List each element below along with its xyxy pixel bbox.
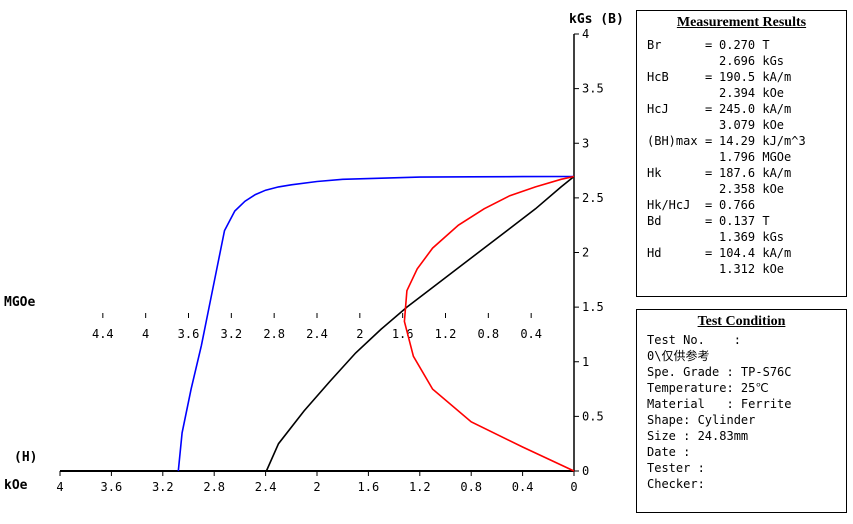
h-axis-tick-label: 1.2 [409, 480, 431, 494]
h-axis-symbol-label: (H) [14, 450, 37, 465]
curve-series-1 [177, 175, 575, 472]
mgoe-axis-tick-label: 0.8 [477, 327, 499, 341]
mgoe-axis-tick-label: 4.4 [92, 327, 114, 341]
result-value-primary: 245.0 kA/m [719, 102, 792, 116]
condition-row: Tester : [647, 461, 705, 475]
mgoe-axis-tick-label: 2 [356, 327, 363, 341]
b-axis-tick-label: 0.5 [582, 409, 604, 423]
ticks-group: 0 0.5 1 1.5 2 2.5 3 3.5 4 4 3.6 3.2 2.8 2.4 2 1.6 1.2 0.8… [56, 27, 603, 494]
result-value-secondary: 2.696 kGs [719, 54, 785, 68]
result-equals: = [705, 70, 713, 84]
b-axis-label: kGs (B) [569, 12, 624, 27]
mgoe-axis-tick-label: 0.4 [520, 327, 542, 341]
h-axis-tick-label: 3.6 [101, 480, 123, 494]
b-axis-tick-label: 3 [582, 136, 589, 150]
result-name: Bd [647, 214, 662, 228]
result-value-primary: 190.5 kA/m [719, 70, 792, 84]
condition-row: Test No. : [647, 333, 741, 347]
results-title: Measurement Results [676, 15, 807, 30]
conditions-list: Test No. : 0\仅供参考 Spe. Grade : TP-S76C Temp… [637, 332, 846, 492]
curves-group [177, 175, 575, 472]
mgoe-axis-tick-label: 3.6 [178, 327, 200, 341]
condition-row: Checker: [647, 477, 705, 491]
b-axis-tick-label: 2 [582, 246, 589, 260]
result-value-primary: 104.4 kA/m [719, 246, 792, 260]
b-axis-tick-label: 4 [582, 27, 589, 41]
result-row: HcB = 190.5 kA/m 2.394 kOe [647, 69, 846, 101]
h-axis-tick-label: 0.8 [460, 480, 482, 494]
result-value-secondary: 2.358 kOe [719, 182, 785, 196]
h-axis-tick-label: 4 [56, 480, 63, 494]
result-row: Hk/HcJ = 0.766 [647, 197, 846, 213]
result-equals: = [705, 166, 713, 180]
result-value-secondary: 1.369 kGs [719, 230, 785, 244]
result-equals: = [705, 38, 713, 52]
b-axis-tick-label: 1.5 [582, 300, 604, 314]
h-axis-tick-label: 2 [313, 480, 320, 494]
condition-row: Material : Ferrite [647, 397, 792, 411]
result-name: Hd [647, 246, 662, 260]
conditions-panel: Test Condition Test No. : 0\仅供参考 Spe. Grad… [636, 309, 847, 513]
conditions-title: Test Condition [697, 314, 786, 329]
mgoe-axis-tick-label: 1.6 [392, 327, 414, 341]
b-axis-tick-label: 0 [582, 464, 589, 478]
curve-series-3 [403, 175, 575, 472]
result-row: Hd = 104.4 kA/m 1.312 kOe [647, 245, 846, 277]
result-value-primary: 187.6 kA/m [719, 166, 792, 180]
result-value-primary: 14.29 kJ/m^3 [719, 134, 806, 148]
mgoe-axis-tick-label: 3.2 [220, 327, 242, 341]
h-axis-tick-label: 2.4 [255, 480, 277, 494]
b-axis-tick-label: 2.5 [582, 191, 604, 205]
h-axis-tick-label: 0.4 [512, 480, 534, 494]
h-axis-tick-label: 1.6 [358, 480, 380, 494]
axes-group [60, 34, 575, 472]
result-value-primary: 0.766 [719, 198, 756, 212]
mgoe-axis-label: MGOe [4, 295, 35, 310]
result-name: Br [647, 38, 662, 52]
condition-row: Date : [647, 445, 691, 459]
result-value-secondary: 2.394 kOe [719, 86, 785, 100]
h-axis-label: kOe [4, 478, 28, 493]
h-axis-tick-label: 2.8 [203, 480, 225, 494]
result-row: Bd = 0.137 T 1.369 kGs [647, 213, 846, 245]
condition-row: 0\仅供参考 [647, 349, 710, 363]
results-panel: Measurement Results Br = 0.270 T 2.696 kGs H… [636, 10, 847, 297]
condition-row: Temperature: 25℃ [647, 381, 769, 395]
condition-row: Shape: Cylinder [647, 413, 756, 427]
mgoe-axis-tick-label: 1.2 [435, 327, 457, 341]
curve-series-2 [265, 175, 575, 472]
result-equals: = [705, 214, 713, 228]
result-name: (BH)max [647, 134, 698, 148]
h-axis-tick-label: 3.2 [152, 480, 174, 494]
result-name: Hk/HcJ [647, 198, 691, 212]
labels-group: kGs (B) MGOe (H) kOe [4, 12, 624, 493]
result-row: HcJ = 245.0 kA/m 3.079 kOe [647, 101, 846, 133]
result-value-primary: 0.137 T [719, 214, 770, 228]
result-value-secondary: 3.079 kOe [719, 118, 785, 132]
result-row: Br = 0.270 T 2.696 kGs [647, 37, 846, 69]
result-equals: = [705, 102, 713, 116]
result-value-primary: 0.270 T [719, 38, 770, 52]
result-equals: = [705, 246, 713, 260]
result-value-secondary: 1.312 kOe [719, 262, 785, 276]
mgoe-axis-tick-label: 2.4 [306, 327, 328, 341]
result-name: HcJ [647, 102, 669, 116]
mgoe-axis-tick-label: 4 [142, 327, 149, 341]
result-name: HcB [647, 70, 669, 84]
result-name: Hk [647, 166, 662, 180]
mgoe-axis-tick-label: 2.8 [263, 327, 285, 341]
condition-row: Spe. Grade : TP-S76C [647, 365, 792, 379]
b-axis-tick-label: 3.5 [582, 82, 604, 96]
result-value-secondary: 1.796 MGOe [719, 150, 792, 164]
condition-row: Size : 24.83mm [647, 429, 749, 443]
b-axis-tick-label: 1 [582, 355, 589, 369]
results-list: Br = 0.270 T 2.696 kGs HcB = 190.5 kA/m 2.394 k… [637, 37, 846, 277]
result-row: Hk = 187.6 kA/m 2.358 kOe [647, 165, 846, 197]
result-row: (BH)max = 14.29 kJ/m^3 1.796 MGOe [647, 133, 846, 165]
h-axis-tick-label: 0 [570, 480, 577, 494]
result-equals: = [705, 134, 713, 148]
result-equals: = [705, 198, 713, 212]
